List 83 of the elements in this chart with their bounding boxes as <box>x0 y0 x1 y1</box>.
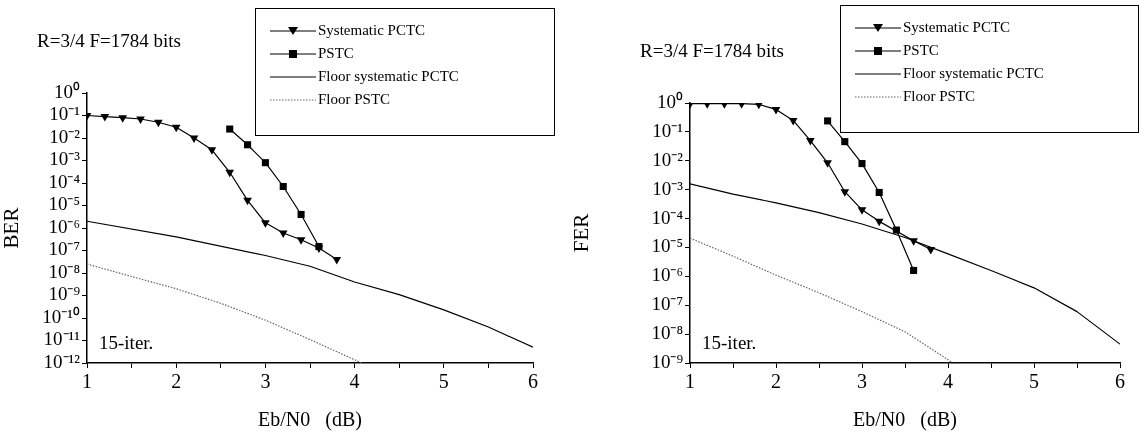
point <box>261 220 270 228</box>
y-tick-label: 10⁻¹¹ <box>43 328 81 350</box>
annotation: 15-iter. <box>99 332 154 353</box>
point <box>824 117 832 125</box>
y-tick-label: 10⁻⁸ <box>651 322 683 344</box>
legend-label: PSTC <box>318 45 354 62</box>
point <box>279 182 287 191</box>
y-axis-title: FER <box>569 213 594 253</box>
x-tick-label: 2 <box>771 370 781 393</box>
y-tick-label: 10⁻⁵ <box>48 193 80 215</box>
x-tick-label: 1 <box>82 370 92 393</box>
point <box>858 160 866 168</box>
y-tick-label: 10⁻¹⁰ <box>42 305 80 327</box>
point <box>171 124 181 133</box>
legend-label: PSTC <box>903 42 939 59</box>
y-tick-label: 10⁻² <box>652 148 684 170</box>
y-tick-label: 10⁻² <box>49 125 81 147</box>
y-tick-label: 10⁻⁹ <box>48 283 81 305</box>
point <box>771 106 781 115</box>
y-tick-label: 10⁻⁹ <box>651 350 684 372</box>
point <box>841 138 849 146</box>
point <box>118 115 128 123</box>
point <box>892 226 900 234</box>
legend-label: Floor systematic PCTC <box>903 65 1044 82</box>
point <box>823 160 832 168</box>
point <box>244 141 252 149</box>
chart-title: R=3/4 F=1784 bits <box>37 30 181 51</box>
x-tick-label: 5 <box>1029 370 1039 393</box>
y-tick-label: 10⁻⁷ <box>48 238 80 260</box>
point <box>243 197 252 206</box>
y-axis-title: BER <box>0 207 24 249</box>
x-axis-title: Eb/N0 (dB) <box>853 408 957 432</box>
x-tick-label: 6 <box>528 370 538 393</box>
legend-label: Floor systematic PCTC <box>318 68 459 85</box>
annotation: 15-iter. <box>702 332 757 353</box>
y-tick-label: 10⁻¹ <box>652 119 684 141</box>
y-tick-label: 10⁰ <box>657 90 683 112</box>
point <box>874 218 884 227</box>
chart-title: R=3/4 F=1784 bits <box>640 40 784 61</box>
point <box>840 189 850 197</box>
y-tick-label: 10⁻⁴ <box>651 206 684 228</box>
y-tick-label: 10⁻⁵ <box>651 235 683 257</box>
x-tick-label: 2 <box>171 370 182 393</box>
point <box>857 207 867 215</box>
point <box>136 116 145 124</box>
point <box>297 210 305 218</box>
y-tick-label: 10⁻¹² <box>43 350 81 372</box>
x-tick-label: 3 <box>260 370 271 393</box>
point <box>332 256 342 265</box>
line-series <box>87 263 363 363</box>
point <box>226 125 234 133</box>
point <box>278 230 288 238</box>
point <box>225 169 235 178</box>
point <box>296 237 306 245</box>
y-tick-label: 10⁻⁸ <box>48 260 80 282</box>
point <box>261 159 269 167</box>
x-tick-label: 6 <box>1115 370 1125 393</box>
x-tick-label: 4 <box>943 370 953 393</box>
x-axis-title: Eb/N0 (dB) <box>258 408 362 432</box>
x-tick-label: 4 <box>349 370 360 393</box>
y-tick-label: 10⁻⁶ <box>651 264 683 286</box>
legend-label: Systematic PCTC <box>318 22 426 39</box>
legend-label: Floor PSTC <box>903 88 976 105</box>
point <box>207 147 217 155</box>
y-tick-label: 10⁻³ <box>49 148 81 170</box>
point <box>788 117 798 126</box>
legend-label: Systematic PCTC <box>903 19 1011 36</box>
y-tick-label: 10⁻⁶ <box>48 215 80 237</box>
point <box>154 119 163 128</box>
y-tick-label: 10⁻¹ <box>49 103 81 125</box>
legend-label: Floor PSTC <box>318 91 391 108</box>
point <box>100 114 110 122</box>
y-tick-label: 10⁻⁴ <box>48 170 81 192</box>
y-tick-label: 10⁻³ <box>652 177 684 199</box>
x-tick-label: 5 <box>438 370 449 393</box>
point <box>910 266 918 274</box>
x-tick-label: 3 <box>857 370 867 393</box>
x-tick-label: 1 <box>685 370 695 393</box>
point <box>806 138 815 146</box>
line-series <box>690 237 953 363</box>
point <box>875 188 883 196</box>
y-tick-label: 10⁻⁷ <box>651 293 683 315</box>
y-tick-label: 10⁰ <box>54 80 80 102</box>
